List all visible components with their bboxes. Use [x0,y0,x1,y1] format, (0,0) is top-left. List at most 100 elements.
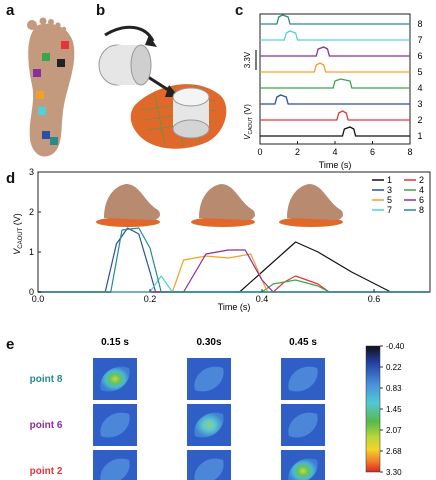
foot-sensor-8 [50,137,58,145]
weight-cylinder-1 [98,44,152,86]
panel-d-legend-label-5: 5 [387,195,392,205]
panel-d-xtick-label: 0.0 [32,294,45,304]
panel-e-col-label-1: 0.15 s [101,337,129,348]
panel-c-series-1 [260,126,410,137]
panel-d-legend-label-2: 2 [419,175,424,185]
colorbar-tick-label: 3.30 [386,468,402,477]
panel-c-frame [259,13,411,145]
panel-d-legend-label-4: 4 [419,185,424,195]
panel-d-frame [37,171,431,293]
colorbar-tick-label: 2.07 [386,426,402,435]
panel-c-xtick-label: 2 [295,147,300,157]
rotate-arrow-icon [104,25,155,42]
weight-cylinder-2 [172,87,210,139]
panel-c-ylabel: VCAOUT (V) [243,104,254,140]
panel-e-row-label-3: point 2 [30,466,63,477]
panel-c-series-2 [260,110,410,121]
panel-c-series-5 [260,62,410,73]
panel-c-row-label-6: 6 [417,51,422,61]
panel-c-series-3 [260,94,410,105]
toe-3 [48,19,54,25]
panel-c-row-label-3: 3 [417,99,422,109]
panel-e-row-label-2: point 6 [30,420,63,431]
gait-foot-illustration-1 [96,184,160,227]
panel-d-xtick-label: 0.6 [368,294,381,304]
toe-5 [61,26,67,32]
panel-d-legend-label-7: 7 [387,205,392,215]
panel-d-chart: 0.0 0.2 0.4 0.6 0 1 2 3 1 2 3 4 5 6 7 8 VCAOUT (V) Ti… [12,168,431,312]
panel-d-ytick-label: 2 [29,207,34,217]
heatmap-cell-r3-c2 [187,450,231,480]
toe-2 [39,17,47,25]
heatmap-cell-r2-c1 [93,404,137,446]
panel-c-xtick-label: 8 [407,147,412,157]
panel-d-legend-label-6: 6 [419,195,424,205]
toe-4 [55,22,61,28]
arrow-head-icon [145,35,157,47]
panel-label-b: b [96,2,106,19]
panel-c-series-4 [260,78,410,89]
foot-sensor-4 [33,69,41,77]
panel-d-xtick-label: 0.2 [144,294,157,304]
panel-e-row-label-1: point 8 [30,374,63,385]
foot-insole-illustration [27,17,75,157]
panel-label-c: c [235,2,244,19]
heatmap-cell-r3-c1 [93,450,137,480]
panel-c-row-label-7: 7 [417,35,422,45]
panel-d-series-7 [38,275,430,293]
panel-d-ytick-label: 0 [29,287,34,297]
panel-label-e: e [6,336,15,353]
foot-sensor-7 [42,131,50,139]
panel-d-series-6 [38,249,430,293]
panel-d-series-1 [38,241,430,293]
pressure-test-illustration [98,25,227,149]
colorbar-tick-label: 2.68 [386,447,402,456]
panel-c-series-6 [260,46,410,57]
panel-d-ylabel: VCAOUT (V) [12,213,24,255]
panel-d-series-5 [38,253,430,293]
panel-c-xtick-label: 0 [257,147,262,157]
colorbar [365,345,381,473]
panel-d-series-3 [38,227,430,293]
panel-label-a: a [6,2,15,19]
foot-sensor-1 [61,41,69,49]
toe-1 [27,20,37,30]
panel-d-legend-label-8: 8 [419,205,424,215]
panel-c-xtick-label: 4 [332,147,337,157]
panel-d-legend-label-3: 3 [387,185,392,195]
heatmap-cell-r3-c3 [281,450,325,480]
foot-sensor-6 [38,107,46,115]
foot-sensor-5 [36,91,44,99]
heatmap-cell-r2-c2 [187,404,231,446]
panel-c-series-8 [260,14,410,25]
colorbar-tick-label: 0.83 [386,384,402,393]
foot-shape [28,23,75,157]
panel-d-ytick-label: 1 [29,247,34,257]
panel-c-xtick-label: 6 [370,147,375,157]
panel-c-xlabel: Time (s) [319,160,352,170]
colorbar-tick-label: 0.22 [386,363,402,372]
foot-sensor-2 [57,59,65,67]
colorbar-tick-label: 1.45 [386,405,402,414]
colorbar-tick-label: -0.40 [386,342,405,351]
panel-d-xtick-label: 0.4 [256,294,269,304]
panel-e-col-label-2: 0.30s [196,337,221,348]
panel-c-row-label-8: 8 [417,19,422,29]
gait-foot-illustration-2 [191,184,255,227]
panel-d-series-2 [38,275,430,293]
panel-label-d: d [6,170,16,187]
panel-c-row-label-4: 4 [417,83,422,93]
foot-sensor-3 [42,53,50,61]
scalebar-label: 3.3V [243,51,252,68]
panel-d-ytick-label: 3 [29,168,34,177]
gait-foot-illustration-3 [279,184,343,227]
heatmap-cell-r1-c1 [93,358,137,400]
heatmap-cell-r2-c3 [281,404,325,446]
panel-d-xlabel: Time (s) [218,302,251,312]
panel-d-series-8 [38,227,430,293]
heatmap-cell-r1-c2 [187,358,231,400]
panel-c-chart: 0 2 4 6 8 8 7 6 5 4 3 2 1 3.3V VCAOUT (V) Time (s) [243,13,423,170]
panel-c-row-label-1: 1 [417,131,422,141]
panel-e-col-label-3: 0.45 s [289,337,317,348]
